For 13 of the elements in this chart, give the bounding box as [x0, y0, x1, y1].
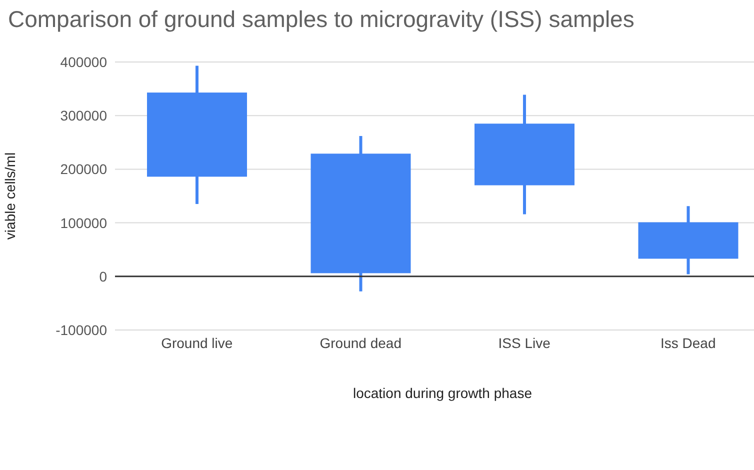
x-axis-title: location during growth phase	[352, 385, 532, 401]
y-tick-label: 400000	[60, 54, 108, 70]
y-tick-label: 100000	[60, 214, 108, 231]
x-tick-label: ISS Live	[498, 334, 551, 351]
y-tick-label: 300000	[60, 108, 108, 124]
y-tick-label: 200000	[60, 161, 108, 178]
y-tick-label: 0	[99, 268, 108, 284]
x-tick-label: Iss Dead	[660, 334, 716, 351]
x-tick-label: Ground dead	[320, 334, 402, 351]
y-tick-label: -100000	[56, 322, 108, 338]
chart-title: Comparison of ground samples to microgravity (ISS) samples	[8, 6, 634, 33]
x-tick-label: Ground live	[161, 334, 233, 351]
y-axis-title: viable cells/ml	[2, 152, 18, 240]
